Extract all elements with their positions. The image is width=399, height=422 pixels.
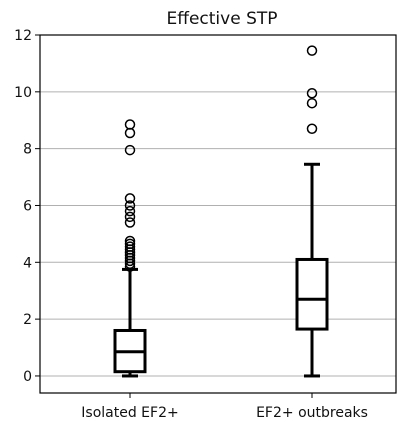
outlier-point bbox=[124, 193, 136, 204]
y-tick-label: 8 bbox=[23, 142, 32, 158]
y-tick-label: 0 bbox=[23, 369, 32, 385]
outlier-point bbox=[124, 200, 136, 211]
y-axis: 0 2 4 6 8 10 12 bbox=[14, 28, 40, 385]
x-category-label: Isolated EF2+ bbox=[81, 405, 178, 421]
outlier-point bbox=[124, 235, 136, 247]
box-group bbox=[295, 45, 329, 378]
y-tick-label: 6 bbox=[23, 198, 32, 214]
y-tick-label: 2 bbox=[23, 312, 32, 328]
outlier-point bbox=[306, 45, 318, 56]
y-tick-label: 10 bbox=[14, 85, 32, 101]
box-plots bbox=[113, 45, 329, 378]
outlier-point bbox=[124, 127, 136, 139]
y-tick-label: 12 bbox=[14, 28, 32, 44]
box-group bbox=[113, 119, 147, 378]
plot-frame bbox=[39, 34, 397, 394]
outlier-point bbox=[124, 144, 136, 156]
outlier-point bbox=[124, 205, 136, 217]
outlier-point bbox=[124, 211, 136, 223]
outlier-point bbox=[124, 119, 136, 130]
chart-title: Effective STP bbox=[167, 9, 278, 29]
outlier-point bbox=[124, 217, 136, 228]
outlier-point bbox=[306, 97, 318, 109]
y-tick-label: 4 bbox=[23, 255, 32, 271]
outlier-point bbox=[306, 123, 318, 135]
x-category-label: EF2+ outbreaks bbox=[256, 405, 368, 421]
x-axis: Isolated EF2+ EF2+ outbreaks bbox=[81, 393, 368, 421]
outlier-point bbox=[306, 87, 318, 99]
outlier-point bbox=[124, 238, 136, 250]
gridlines bbox=[40, 34, 396, 377]
outlier-point bbox=[124, 241, 136, 252]
box-iqr bbox=[295, 257, 329, 331]
